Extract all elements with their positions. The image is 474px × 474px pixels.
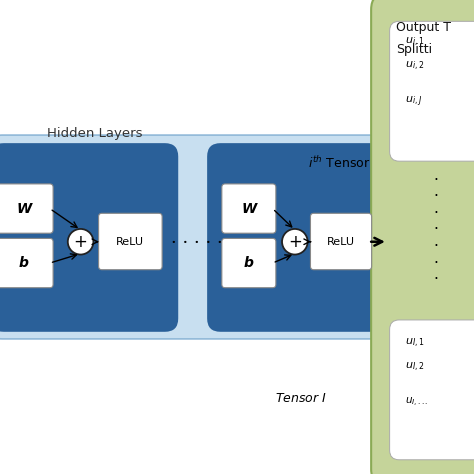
Text: $i^{th}$ Tensor: $i^{th}$ Tensor — [308, 155, 371, 172]
Text: ReLU: ReLU — [327, 237, 355, 247]
Text: $u_{i,J}$: $u_{i,J}$ — [405, 95, 422, 109]
FancyBboxPatch shape — [390, 21, 474, 161]
Text: ·: · — [434, 189, 438, 204]
FancyBboxPatch shape — [222, 238, 276, 288]
FancyBboxPatch shape — [0, 184, 53, 233]
Text: $u_{I,1}$: $u_{I,1}$ — [405, 337, 425, 350]
Text: · · · · ·: · · · · · — [171, 234, 223, 252]
Text: $u_{i,1}$: $u_{i,1}$ — [405, 36, 425, 49]
Text: ·: · — [434, 222, 438, 237]
Text: $u_{I,...}$: $u_{I,...}$ — [405, 396, 428, 410]
FancyBboxPatch shape — [310, 213, 372, 270]
Text: ·: · — [434, 239, 438, 254]
Text: +: + — [73, 233, 88, 251]
Text: $u_{I,2}$: $u_{I,2}$ — [405, 361, 425, 374]
FancyBboxPatch shape — [207, 143, 383, 332]
Text: +: + — [288, 233, 302, 251]
FancyBboxPatch shape — [390, 320, 474, 460]
Circle shape — [282, 229, 308, 255]
FancyBboxPatch shape — [0, 143, 178, 332]
Text: W: W — [241, 201, 256, 216]
Text: Tensor $I$: Tensor $I$ — [275, 392, 327, 405]
Text: ·: · — [434, 206, 438, 221]
FancyBboxPatch shape — [222, 184, 276, 233]
Text: Output T: Output T — [396, 21, 451, 34]
Text: Splitti: Splitti — [396, 43, 432, 55]
Text: ·: · — [434, 255, 438, 271]
Text: Hidden Layers: Hidden Layers — [47, 127, 143, 140]
Text: ReLU: ReLU — [116, 237, 145, 247]
FancyBboxPatch shape — [0, 135, 384, 339]
Text: b: b — [244, 256, 254, 270]
Text: b: b — [19, 256, 28, 270]
Text: W: W — [16, 201, 31, 216]
Text: ·: · — [434, 173, 438, 188]
FancyBboxPatch shape — [0, 238, 53, 288]
Circle shape — [68, 229, 93, 255]
FancyBboxPatch shape — [99, 213, 162, 270]
FancyBboxPatch shape — [371, 0, 474, 474]
Text: $u_{i,2}$: $u_{i,2}$ — [405, 60, 425, 73]
Text: ·: · — [434, 272, 438, 287]
